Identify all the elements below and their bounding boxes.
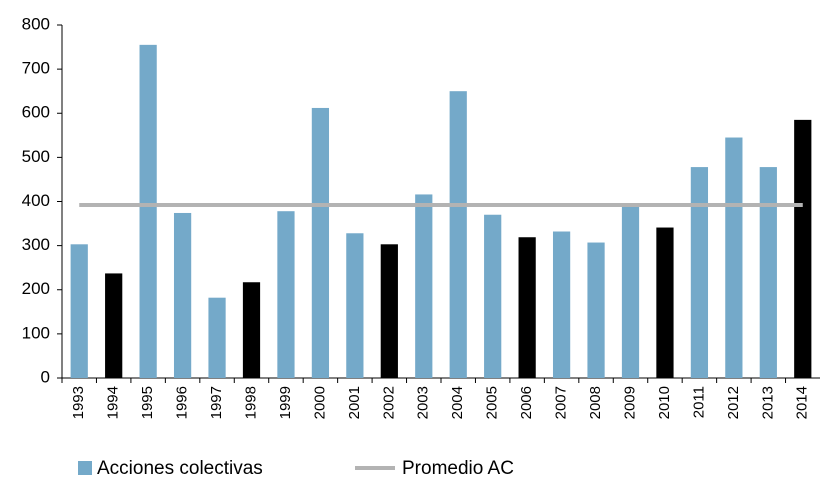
x-tick-label: 2008 [587, 386, 604, 419]
bar [311, 107, 330, 378]
bar [173, 212, 192, 378]
bar [346, 233, 364, 378]
y-tick-label: 800 [22, 14, 50, 33]
y-tick-label: 600 [22, 103, 50, 122]
bar [70, 244, 88, 378]
bar [449, 91, 467, 378]
x-tick-label: 1997 [208, 386, 225, 419]
x-tick-label: 2002 [380, 386, 397, 419]
y-tick-label: 500 [22, 147, 50, 166]
bar [105, 273, 123, 378]
y-tick-label: 200 [22, 279, 50, 298]
x-tick-label: 1999 [277, 386, 294, 419]
y-tick-label: 400 [22, 191, 50, 210]
bar [621, 205, 640, 378]
legend-swatch [78, 461, 92, 475]
y-tick-label: 100 [22, 323, 50, 342]
y-tick-label: 0 [41, 367, 50, 386]
x-tick-label: 2007 [553, 386, 570, 419]
x-tick-label: 2000 [311, 386, 328, 419]
x-tick-label: 1996 [174, 386, 191, 419]
x-tick-label: 2011 [690, 386, 707, 418]
x-tick-label: 2004 [449, 386, 466, 419]
x-tick-label: 2003 [415, 386, 432, 419]
bar [725, 137, 743, 378]
x-tick-label: 2010 [656, 386, 673, 419]
bar [656, 227, 674, 378]
x-tick-label: 1994 [105, 386, 122, 419]
x-tick-label: 2005 [484, 386, 501, 419]
x-tick-label: 2001 [346, 386, 363, 419]
x-tick-label: 1998 [242, 386, 259, 419]
x-tick-label: 1995 [139, 386, 156, 419]
legend-label: Acciones colectivas [97, 458, 263, 479]
bar [139, 44, 157, 378]
x-tick-label: 2009 [621, 386, 638, 419]
legend-label: Promedio AC [402, 458, 514, 479]
y-tick-label: 300 [22, 235, 50, 254]
bar [518, 237, 536, 378]
x-tick-label: 1993 [70, 386, 87, 419]
bar [587, 242, 605, 378]
x-tick-label: 2006 [518, 386, 535, 419]
bar [794, 119, 812, 379]
bar [415, 194, 433, 378]
y-tick-label: 700 [22, 59, 50, 78]
bar [484, 214, 502, 378]
bar [380, 244, 398, 378]
bar [208, 297, 226, 378]
bar [690, 167, 709, 378]
x-tick-label: 2012 [725, 386, 742, 419]
bar [759, 167, 777, 378]
bar [242, 282, 261, 378]
x-tick-label: 2014 [794, 386, 811, 419]
bar [277, 211, 295, 378]
x-tick-label: 2013 [759, 386, 776, 419]
bar [552, 231, 571, 378]
